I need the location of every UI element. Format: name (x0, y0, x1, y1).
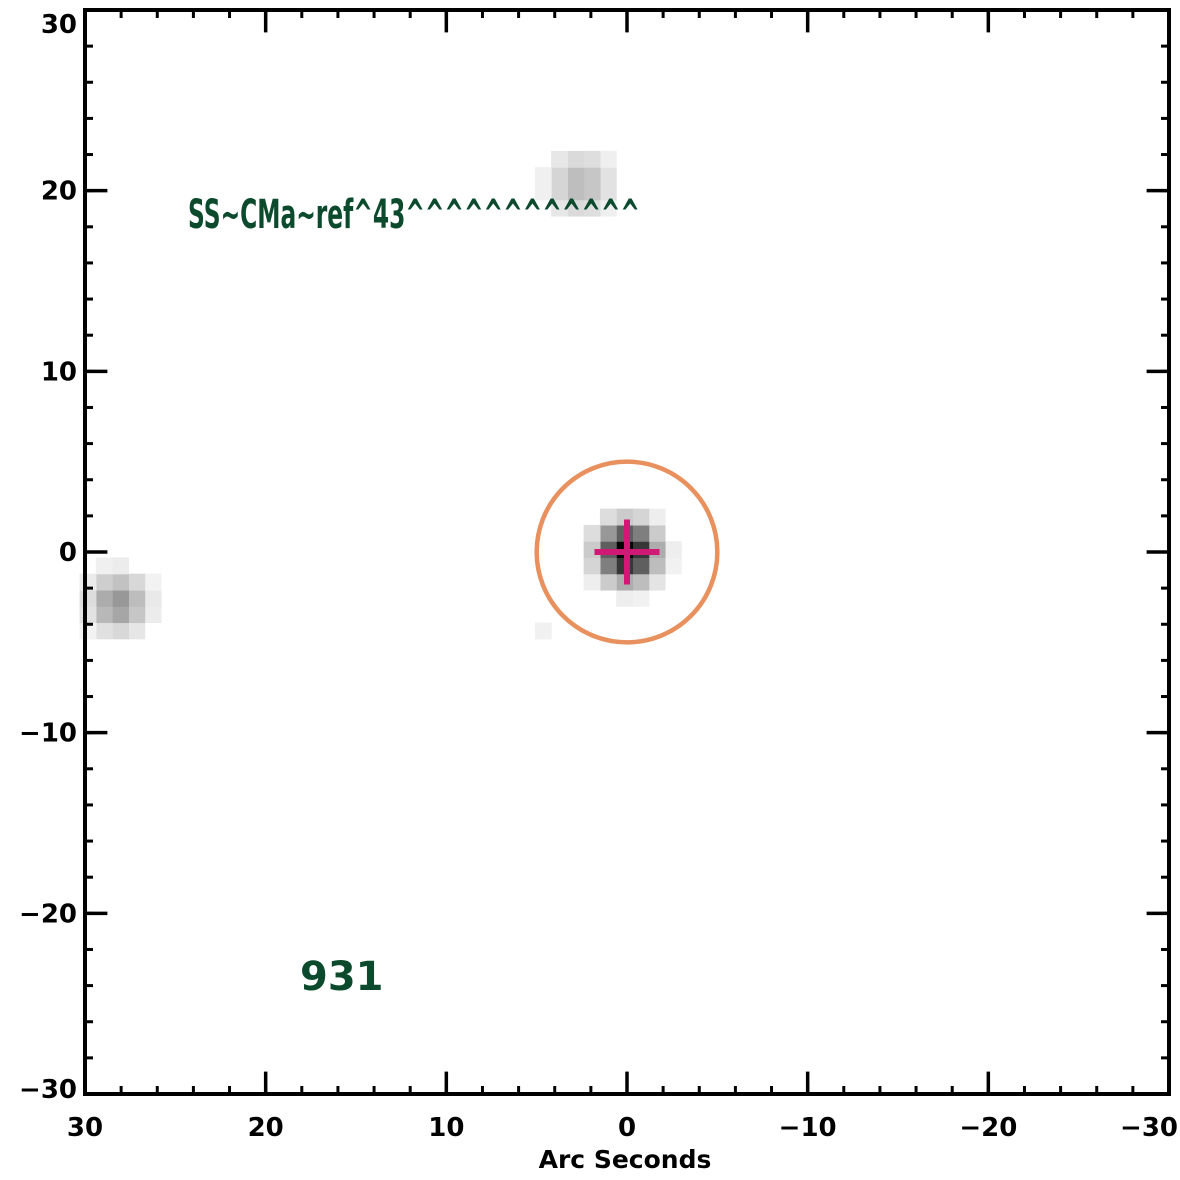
x-tick-label: 20 (248, 1113, 284, 1143)
id-number-label: 931 (300, 954, 384, 1000)
image-pixel (112, 573, 129, 591)
image-pixel (534, 622, 552, 640)
image-pixel (599, 557, 617, 575)
image-pixel (95, 589, 113, 607)
x-tick-label: −20 (959, 1113, 1017, 1143)
image-pixel (567, 183, 585, 201)
image-pixel (632, 557, 650, 575)
image-pixel (567, 167, 585, 185)
image-pixel (79, 589, 97, 607)
image-pixel (583, 573, 601, 591)
image-pixel (144, 589, 162, 607)
marker-layer (534, 459, 720, 645)
image-pixel (128, 573, 146, 591)
image-pixel (648, 524, 666, 542)
aperture-circle (534, 459, 720, 645)
image-pixel (534, 167, 552, 185)
image-pixel (95, 573, 113, 591)
image-pixel (567, 150, 585, 168)
x-axis-title: Arc Seconds (539, 1145, 712, 1174)
image-pixel (648, 557, 666, 575)
axis-ticks (83, 8, 1171, 1096)
x-tick-label: 30 (67, 1113, 103, 1143)
x-tick-label: −30 (1120, 1113, 1178, 1143)
image-pixel (632, 573, 650, 591)
image-pixel (599, 524, 617, 542)
y-tick-label: 30 (41, 10, 77, 40)
image-pixel (632, 524, 650, 542)
image-pixel (648, 573, 666, 591)
image-pixel (79, 606, 97, 624)
y-tick-label: 10 (41, 357, 77, 387)
image-pixel (128, 622, 146, 640)
image-pixel (112, 622, 129, 640)
image-pixel (583, 524, 601, 542)
y-tick-label: −30 (19, 1075, 77, 1105)
image-pixel (144, 573, 162, 591)
image-pixel (583, 150, 601, 168)
image-pixel (534, 183, 552, 201)
image-pixel (648, 508, 666, 526)
image-pixel (632, 589, 650, 607)
image-pixel (583, 199, 601, 217)
image-pixel (551, 150, 568, 168)
tick-labels: 30 20 10 0 −10 −20 −30 30 20 10 0 −10 −20 −30 (19, 10, 1178, 1143)
image-pixel (551, 167, 568, 185)
y-tick-label: −20 (19, 899, 77, 929)
image-pixel (664, 557, 682, 575)
image-pixel (583, 557, 601, 575)
image-pixel (95, 622, 113, 640)
image-pixel (551, 199, 568, 217)
image-pixel (616, 589, 634, 607)
image-pixel (599, 199, 617, 217)
image-pixel (664, 541, 682, 559)
image-pixel (583, 167, 601, 185)
image-pixel (112, 606, 129, 624)
image-pixel (95, 557, 113, 575)
y-tick-label: 0 (59, 538, 77, 568)
y-tick-label: −10 (19, 719, 77, 749)
image-pixel (112, 589, 129, 607)
image-pixel (599, 508, 617, 526)
object-name-label: SS~CMa~ref^43^^^^^^^^^^^^ (188, 192, 640, 238)
x-tick-label: −10 (779, 1113, 837, 1143)
y-tick-label: 20 (41, 177, 77, 207)
image-pixel (599, 183, 617, 201)
image-pixel (599, 167, 617, 185)
image-pixel (599, 573, 617, 591)
image-pixel (599, 150, 617, 168)
image-pixel (112, 557, 129, 575)
x-tick-label: 10 (428, 1113, 464, 1143)
image-pixel (551, 183, 568, 201)
image-pixel (128, 606, 146, 624)
image-pixel (632, 508, 650, 526)
image-pixel (144, 606, 162, 624)
image-pixel (95, 606, 113, 624)
image-pixel (583, 183, 601, 201)
image-pixel (567, 199, 585, 217)
x-tick-label: 0 (618, 1113, 636, 1143)
image-pixel (128, 589, 146, 607)
